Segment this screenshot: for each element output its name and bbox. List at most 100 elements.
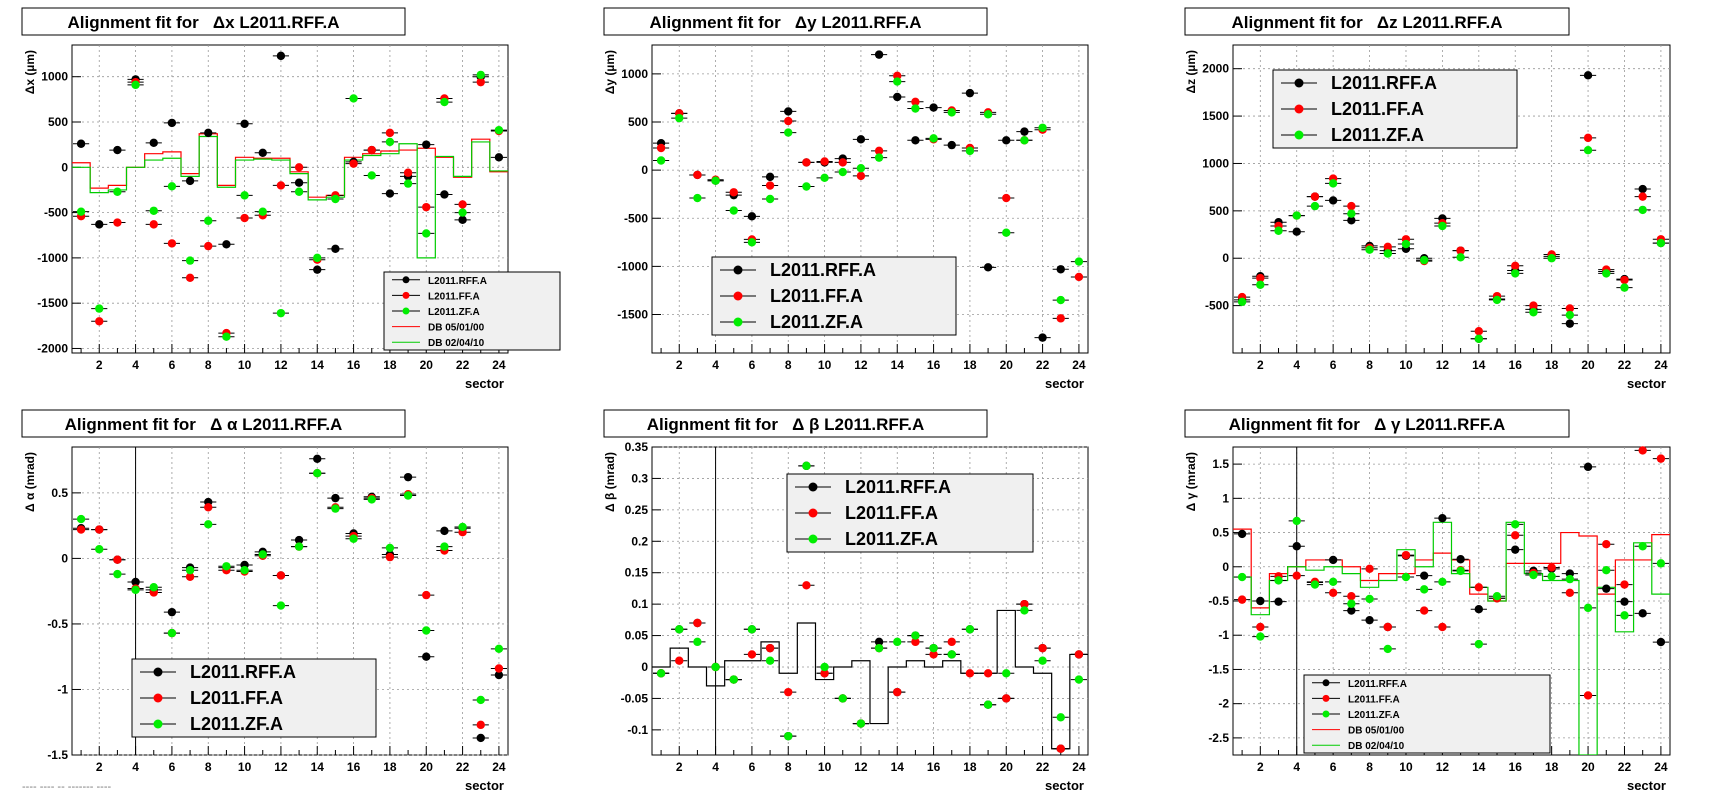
y-tick-label: 0 bbox=[641, 660, 648, 674]
data-point bbox=[656, 156, 666, 165]
data-point bbox=[113, 145, 122, 155]
data-point bbox=[1002, 228, 1011, 237]
x-tick-label: 6 bbox=[169, 358, 176, 372]
data-point bbox=[1020, 599, 1029, 609]
data-point bbox=[693, 193, 702, 203]
data-point bbox=[784, 731, 793, 741]
data-point bbox=[1565, 310, 1575, 320]
data-point bbox=[1038, 333, 1047, 342]
data-point bbox=[1020, 606, 1029, 615]
data-point bbox=[1383, 644, 1392, 654]
data-point bbox=[240, 213, 249, 223]
y-tick-label: -0.5 bbox=[47, 617, 68, 631]
data-point bbox=[820, 669, 829, 678]
x-tick-label: 14 bbox=[891, 760, 905, 774]
y-axis-label: Δ γ (mrad) bbox=[1184, 452, 1198, 511]
x-tick-label: 24 bbox=[1072, 760, 1086, 774]
data-point bbox=[1638, 205, 1647, 215]
data-point bbox=[1328, 196, 1338, 205]
legend: L2011.RFF.A L2011.FF.A L2011.ZF.A bbox=[131, 658, 377, 738]
data-point bbox=[1638, 609, 1647, 618]
data-point bbox=[458, 200, 467, 209]
data-point bbox=[1565, 304, 1575, 313]
chart-title: Alignment fit for Δ γ L2011.RFF.A bbox=[1229, 415, 1506, 434]
data-point bbox=[367, 495, 376, 504]
legend-marker bbox=[1322, 710, 1330, 718]
data-point bbox=[947, 637, 956, 647]
data-point bbox=[1292, 211, 1301, 220]
data-point bbox=[983, 263, 993, 272]
legend-label: DB 05/01/00 bbox=[428, 323, 485, 334]
data-point bbox=[276, 571, 286, 580]
data-point bbox=[838, 167, 847, 177]
data-point bbox=[1401, 572, 1411, 582]
y-tick-label: 0 bbox=[1222, 560, 1229, 574]
y-tick-label: 1000 bbox=[621, 67, 648, 81]
data-point bbox=[1347, 599, 1356, 608]
y-tick-label: 0 bbox=[61, 551, 68, 565]
legend: L2011.RFF.A L2011.FF.A L2011.ZF.A DB 05/01/… bbox=[383, 271, 561, 351]
legend-marker bbox=[1322, 694, 1330, 702]
data-point bbox=[1511, 269, 1520, 278]
data-point bbox=[929, 643, 938, 653]
legend: L2011.RFF.A L2011.FF.A L2011.ZF.A bbox=[711, 256, 957, 336]
y-tick-label: 1000 bbox=[41, 70, 68, 84]
data-point bbox=[258, 550, 267, 559]
data-point bbox=[802, 158, 811, 167]
data-point bbox=[294, 178, 304, 187]
x-tick-label: 24 bbox=[492, 358, 506, 372]
data-point bbox=[729, 675, 738, 684]
x-tick-label: 6 bbox=[1330, 358, 1337, 372]
data-point bbox=[1583, 462, 1593, 472]
data-point bbox=[856, 171, 866, 181]
data-point bbox=[476, 720, 485, 730]
x-tick-label: 4 bbox=[712, 358, 719, 372]
data-point bbox=[893, 77, 902, 86]
data-point bbox=[1237, 297, 1247, 307]
data-point bbox=[893, 71, 902, 81]
y-tick-label: 0.05 bbox=[625, 629, 649, 643]
x-tick-label: 16 bbox=[347, 760, 361, 774]
legend-label: L2011.FF.A bbox=[428, 291, 480, 302]
x-tick-label: 18 bbox=[383, 760, 397, 774]
data-point bbox=[693, 170, 702, 180]
data-point bbox=[1583, 603, 1593, 613]
x-tick-label: 20 bbox=[1000, 760, 1014, 774]
data-point bbox=[1256, 273, 1265, 283]
data-point bbox=[856, 164, 866, 173]
x-tick-label: 4 bbox=[132, 760, 139, 774]
data-point bbox=[1256, 622, 1265, 632]
legend-marker bbox=[1294, 78, 1304, 88]
data-point bbox=[1038, 643, 1047, 653]
x-tick-label: 24 bbox=[1072, 358, 1086, 372]
y-tick-label: 0.15 bbox=[625, 566, 649, 580]
legend-marker bbox=[153, 719, 163, 729]
chart-panel-3: Alignment fit for Δz L2011.RFF.A2 4 6 8 10 12… bbox=[1184, 7, 1671, 391]
x-tick-label: 6 bbox=[749, 358, 756, 372]
data-point bbox=[729, 206, 738, 215]
data-point bbox=[784, 128, 793, 137]
data-point bbox=[1583, 145, 1593, 155]
title-box bbox=[21, 409, 406, 438]
y-tick-label: 1 bbox=[1222, 491, 1229, 505]
data-point bbox=[76, 139, 86, 148]
data-point bbox=[422, 202, 431, 212]
data-point bbox=[965, 669, 975, 678]
data-point bbox=[1237, 572, 1247, 582]
data-point bbox=[494, 664, 504, 673]
x-tick-label: 22 bbox=[1036, 358, 1050, 372]
data-point bbox=[76, 207, 86, 216]
data-point bbox=[131, 577, 140, 587]
data-point bbox=[76, 525, 86, 534]
data-point bbox=[1020, 127, 1029, 136]
data-point bbox=[1310, 192, 1320, 201]
legend-marker bbox=[402, 307, 410, 315]
data-point bbox=[1547, 254, 1556, 263]
legend-label: L2011.ZF.A bbox=[770, 312, 863, 332]
data-point bbox=[1002, 669, 1011, 678]
data-point bbox=[331, 493, 340, 503]
data-point bbox=[385, 128, 395, 138]
data-point bbox=[1328, 577, 1338, 587]
data-point bbox=[1256, 596, 1265, 606]
legend-marker bbox=[402, 276, 410, 284]
